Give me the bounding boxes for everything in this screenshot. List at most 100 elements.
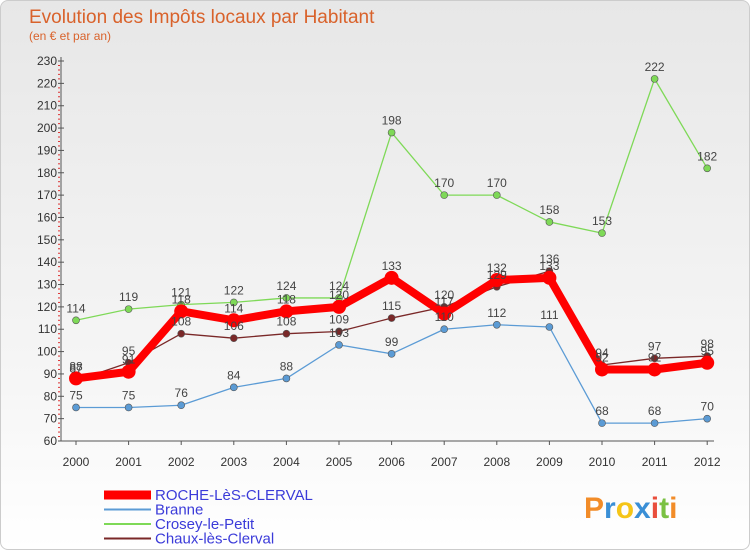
- x-tick-label: 2009: [536, 455, 563, 469]
- series-layer: [69, 75, 715, 427]
- series-point-chaux-les-clerval: [387, 314, 396, 322]
- data-label-roche-les-clerval: 132: [487, 261, 507, 275]
- series-point-crosey-le-petit: [282, 294, 291, 302]
- series-point-roche-les-clerval: [437, 306, 452, 321]
- data-label-chaux-les-clerval: 108: [276, 315, 296, 329]
- series-point-crosey-le-petit: [545, 218, 554, 226]
- series-point-branne: [230, 383, 238, 392]
- legend: ROCHE-LèS-CLERVALBranneCrosey-le-PetitCh…: [104, 487, 313, 548]
- series-point-branne: [492, 320, 501, 329]
- data-label-crosey-le-petit: 124: [276, 279, 296, 293]
- series-point-branne: [124, 403, 133, 412]
- axes: 60 70 80 90 100 110 120 130 140 150 160 170 180 190 20…: [37, 54, 721, 469]
- data-label-roche-les-clerval: 88: [69, 359, 83, 373]
- series-point-crosey-le-petit: [387, 128, 396, 137]
- y-tick-label: 160: [37, 210, 57, 224]
- series-point-crosey-le-petit: [703, 164, 712, 173]
- series-point-roche-les-clerval: [700, 355, 715, 370]
- series-point-branne: [703, 414, 712, 423]
- data-label-crosey-le-petit: 153: [592, 214, 612, 228]
- series-point-branne: [440, 325, 449, 334]
- data-label-roche-les-clerval: 114: [224, 301, 243, 315]
- data-label-chaux-les-clerval: 106: [224, 319, 244, 333]
- data-label-chaux-les-clerval: 87: [69, 362, 83, 376]
- legend-label-crosey-le-petit: Crosey-le-Petit: [155, 516, 255, 533]
- logo-letter: x: [634, 492, 651, 525]
- data-label-crosey-le-petit: 158: [539, 203, 559, 217]
- data-label-roche-les-clerval: 91: [122, 353, 136, 367]
- x-tick-label: 2003: [220, 455, 247, 469]
- data-label-branne: 110: [435, 310, 454, 324]
- y-tick-label: 110: [38, 322, 57, 336]
- y-tick-label: 150: [37, 233, 57, 247]
- data-label-chaux-les-clerval: 94: [595, 346, 609, 360]
- data-label-chaux-les-clerval: 108: [171, 315, 191, 329]
- chart-subtitle: (en € et par an): [29, 29, 111, 43]
- data-label-branne: 99: [385, 335, 399, 349]
- y-tick-label: 180: [37, 166, 57, 180]
- data-label-chaux-les-clerval: 97: [648, 339, 662, 353]
- y-tick-label: 190: [37, 143, 57, 157]
- proxiti-logo: Proxiti: [584, 492, 677, 525]
- series-point-roche-les-clerval: [279, 304, 294, 319]
- logo-letter: r: [604, 492, 616, 525]
- y-tick-label: 90: [44, 367, 58, 381]
- data-label-roche-les-clerval: 118: [277, 292, 296, 306]
- y-tick-label: 130: [37, 278, 57, 292]
- data-label-branne: 68: [595, 404, 609, 418]
- series-point-branne: [282, 374, 291, 383]
- data-label-roche-les-clerval: 133: [382, 259, 402, 273]
- data-label-crosey-le-petit: 122: [224, 283, 244, 297]
- series-point-crosey-le-petit: [230, 298, 238, 307]
- y-tick-label: 70: [44, 412, 58, 426]
- data-label-branne: 76: [175, 386, 189, 400]
- y-tick-label: 220: [37, 76, 57, 90]
- series-point-chaux-les-clerval: [335, 327, 343, 336]
- data-label-branne: 84: [227, 368, 241, 382]
- data-label-branne: 103: [329, 326, 349, 340]
- y-tick-label: 60: [44, 434, 58, 448]
- y-tick-label: 100: [37, 345, 57, 359]
- series-point-roche-les-clerval: [647, 362, 662, 377]
- data-label-crosey-le-petit: 170: [487, 176, 507, 190]
- series-point-branne: [335, 341, 343, 349]
- data-label-roche-les-clerval: 92: [648, 350, 662, 364]
- data-label-chaux-les-clerval: 95: [122, 344, 136, 358]
- data-label-roche-les-clerval: 120: [329, 288, 349, 302]
- data-label-chaux-les-clerval: 115: [382, 299, 401, 313]
- series-point-roche-les-clerval: [69, 371, 83, 386]
- series-point-branne: [72, 403, 80, 412]
- data-label-chaux-les-clerval: 136: [539, 252, 559, 266]
- logo-letter: i: [669, 492, 677, 525]
- data-label-roche-les-clerval: 133: [539, 259, 559, 273]
- data-label-chaux-les-clerval: 120: [434, 288, 454, 302]
- data-label-roche-les-clerval: 92: [595, 350, 609, 364]
- x-tick-label: 2004: [273, 455, 300, 469]
- x-tick-label: 2001: [115, 455, 142, 469]
- y-tick-label: 230: [37, 54, 57, 68]
- data-label-crosey-le-petit: 222: [645, 60, 665, 74]
- series-point-roche-les-clerval: [384, 270, 399, 285]
- x-tick-label: 2000: [63, 455, 90, 469]
- x-tick-label: 2002: [168, 455, 195, 469]
- x-tick-label: 2006: [378, 455, 405, 469]
- data-label-chaux-les-clerval: 109: [329, 312, 349, 326]
- series-point-roche-les-clerval: [489, 273, 504, 288]
- series-point-branne: [650, 419, 659, 427]
- series-point-crosey-le-petit: [72, 316, 80, 325]
- x-tick-label: 2010: [589, 455, 616, 469]
- data-labels: 114 119 121 122 124 124 198 170 170 158 153 222 182 8…: [66, 60, 717, 418]
- data-label-branne: 75: [122, 388, 136, 402]
- y-tick-label: 120: [37, 300, 57, 314]
- data-label-crosey-le-petit: 114: [66, 301, 85, 315]
- logo-letter: t: [659, 492, 669, 525]
- series-point-roche-les-clerval: [542, 270, 557, 285]
- series-point-crosey-le-petit: [650, 75, 659, 83]
- series-point-crosey-le-petit: [124, 305, 133, 313]
- legend-label-roche-les-clerval: ROCHE-LèS-CLERVAL: [155, 487, 313, 504]
- data-label-crosey-le-petit: 182: [697, 149, 717, 163]
- series-point-branne: [598, 419, 606, 427]
- data-label-chaux-les-clerval: 98: [701, 337, 715, 351]
